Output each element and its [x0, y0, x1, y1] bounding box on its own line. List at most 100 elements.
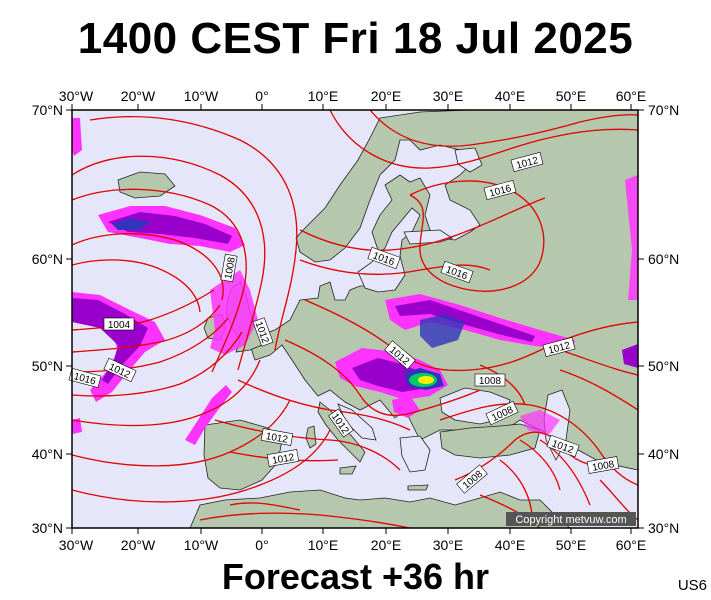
isobars	[72, 110, 638, 528]
precip-baltic-core	[395, 300, 535, 342]
isobar-line	[454, 431, 611, 481]
isobar-line	[439, 403, 638, 486]
forecast-label: Forecast +36 hr	[221, 556, 490, 597]
lat-label: 40°N	[32, 446, 63, 462]
isobar-line	[284, 339, 481, 417]
land-anatolia	[439, 423, 541, 459]
lon-label: 40°E	[495, 537, 526, 553]
precip-iceland-heavy	[112, 218, 150, 230]
tick-marks	[66, 104, 644, 534]
lon-label: 30°E	[433, 537, 464, 553]
lat-label: 30°N	[32, 520, 63, 536]
lon-labels-bottom: 30°W 20°W 10°W 0° 10°E 20°E 30°E 40°E 50…	[59, 537, 646, 553]
isobar-line	[304, 299, 638, 372]
lon-label: 30°W	[59, 537, 94, 553]
isobar-line	[237, 379, 411, 431]
isobar-label: 1004	[103, 317, 135, 331]
precip-britain	[210, 270, 258, 355]
isobar-line	[369, 110, 638, 147]
lon-label: 20°E	[371, 537, 402, 553]
isobar-line	[479, 364, 526, 406]
isobar-line	[72, 399, 291, 467]
lon-label: 30°E	[433, 88, 464, 104]
lon-label: 20°W	[121, 537, 156, 553]
precip-belarus-heavy	[420, 314, 465, 348]
isobar-line	[72, 233, 224, 301]
isobar-line	[72, 188, 247, 373]
lat-label: 60°N	[648, 251, 679, 267]
lat-label: 30°N	[648, 520, 679, 536]
precipitation-shading	[72, 118, 638, 445]
precip-east-edge	[622, 344, 638, 368]
isobar-line	[559, 349, 638, 376]
isobar-label: 1008	[474, 373, 506, 387]
precip-caucasus	[520, 410, 560, 436]
isobar-line	[72, 317, 229, 373]
lat-label: 60°N	[32, 251, 63, 267]
isobar-line	[72, 331, 243, 397]
isobar-line	[559, 369, 638, 411]
isobar-line	[299, 197, 546, 251]
map-title: 1400 CEST Fri 18 Jul 2025	[77, 14, 634, 63]
lat-label: 70°N	[32, 102, 63, 118]
isobar-line	[72, 259, 201, 313]
lat-label: 50°N	[648, 358, 679, 374]
isobar-line	[72, 359, 261, 427]
isobar-line	[72, 429, 331, 503]
land-sicily	[339, 465, 357, 475]
precip-hotspot-yellow	[418, 376, 434, 384]
white-sea	[454, 147, 483, 173]
copyright-box	[506, 512, 636, 526]
lat-label: 40°N	[648, 446, 679, 462]
lon-label: 20°W	[121, 88, 156, 104]
run-code: US6	[677, 577, 707, 594]
isobar-line	[214, 419, 401, 471]
isobar-line	[72, 155, 266, 371]
lon-label: 10°W	[184, 537, 219, 553]
isobar-line	[329, 110, 638, 169]
svg-text:1004: 1004	[108, 320, 131, 331]
lon-label: 10°W	[184, 88, 219, 104]
precip-ural	[625, 175, 638, 300]
isobar-label: 1012	[266, 449, 300, 467]
lon-label: 30°W	[59, 88, 94, 104]
svg-text:1008: 1008	[223, 256, 238, 280]
aegean-sea	[399, 435, 431, 473]
isobar-line	[409, 180, 545, 292]
precip-greenland	[72, 118, 82, 156]
lon-label: 0°	[255, 88, 268, 104]
inland-seas	[337, 147, 571, 473]
svg-text:1012: 1012	[265, 431, 289, 446]
lon-label: 60°E	[616, 88, 647, 104]
lat-labels-left: 70°N 60°N 50°N 40°N 30°N	[32, 102, 63, 536]
lon-label: 60°E	[616, 537, 647, 553]
isobar-label: 1008	[220, 253, 238, 283]
isobar-line	[72, 289, 215, 331]
svg-text:1008: 1008	[591, 459, 615, 474]
isobar-label: 1012	[103, 357, 137, 383]
lon-labels-top: 30°W 20°W 10°W 0° 10°E 20°E 30°E 40°E 50…	[59, 88, 646, 104]
isobar-line	[72, 304, 221, 353]
lon-label: 10°E	[308, 88, 339, 104]
isobar-label: 1012	[260, 428, 294, 446]
lon-label: 50°E	[556, 88, 587, 104]
lon-label: 40°E	[495, 88, 526, 104]
lon-label: 0°	[255, 537, 268, 553]
lat-labels-right: 70°N 60°N 50°N 40°N 30°N	[648, 102, 679, 536]
isobar-line	[299, 259, 491, 275]
precip-biscay	[185, 385, 232, 445]
isobar-line	[89, 115, 298, 351]
svg-text:1012: 1012	[271, 452, 295, 467]
lon-label: 10°E	[308, 537, 339, 553]
precip-atlantic-southwest	[72, 418, 82, 434]
land-north-africa	[189, 489, 571, 528]
lon-label: 20°E	[371, 88, 402, 104]
map-frame	[71, 109, 639, 529]
land-sardinia	[305, 425, 317, 449]
lat-label: 50°N	[32, 358, 63, 374]
lon-label: 50°E	[556, 537, 587, 553]
lat-label: 70°N	[648, 102, 679, 118]
land-crete	[407, 484, 429, 491]
isobar-line	[479, 439, 638, 528]
